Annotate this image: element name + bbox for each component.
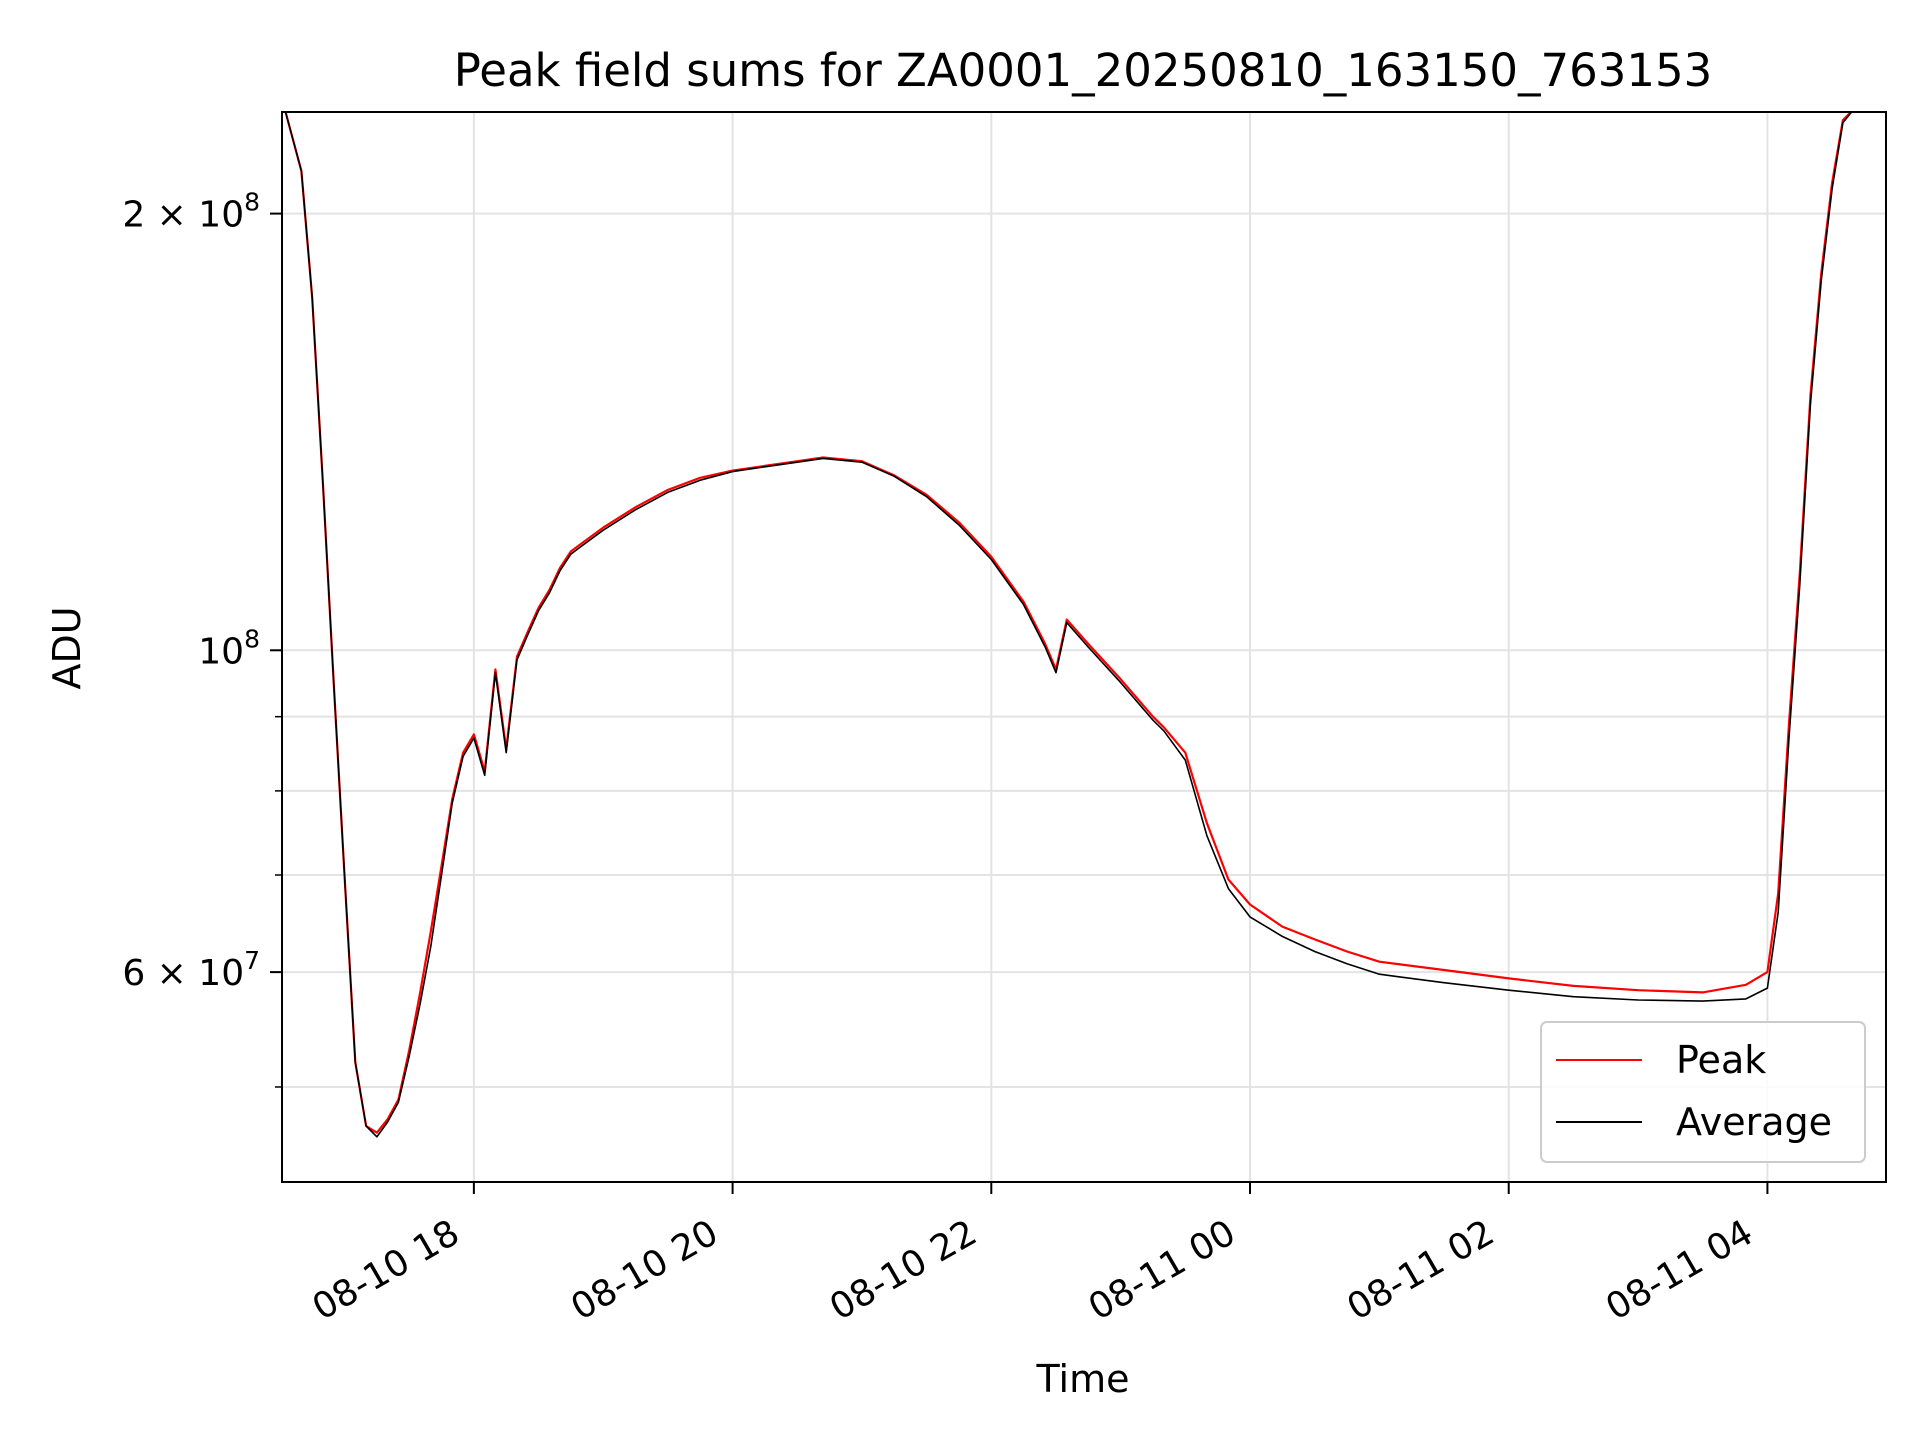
series-line-peak <box>284 112 1853 1134</box>
x-axis-label: Time <box>1036 1357 1130 1401</box>
series-line-average <box>284 112 1853 1138</box>
legend-label-average: Average <box>1676 1100 1832 1144</box>
series-layer <box>284 112 1853 1138</box>
legend: Peak Average <box>1540 1021 1866 1163</box>
chart-title: Peak field sums for ZA0001_20250810_1631… <box>454 44 1713 97</box>
y-tick-label: 108 <box>198 624 260 672</box>
y-axis-label: ADU <box>45 606 89 689</box>
legend-box <box>1540 1021 1866 1163</box>
y-tick-label: 2 × 108 <box>122 188 260 236</box>
plot-frame <box>281 111 1887 1183</box>
y-axis: 2 × 108 108 6 × 107 <box>122 188 282 1088</box>
y-tick-label: 6 × 107 <box>122 946 260 994</box>
legend-label-peak: Peak <box>1676 1038 1766 1082</box>
